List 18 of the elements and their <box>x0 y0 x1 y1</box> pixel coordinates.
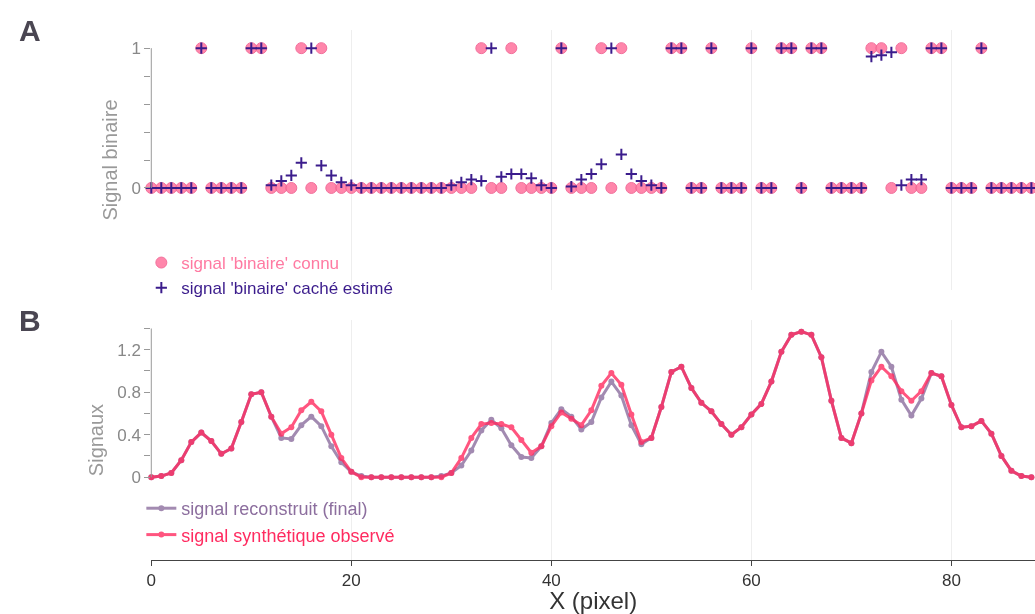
y-tick-label: 0.4 <box>117 425 141 445</box>
legend-label: signal 'binaire' caché estimé <box>181 279 393 299</box>
y-tick-label: 1 <box>131 39 141 59</box>
y-tick-label: 0.8 <box>117 383 141 403</box>
legend-label: signal reconstruit (final) <box>181 499 368 520</box>
y-tick-label: 0 <box>131 468 141 488</box>
x-tick-label: 0 <box>146 571 157 591</box>
y-axis-title: Signal binaire <box>98 99 121 221</box>
y-tick-label: 0 <box>131 178 141 198</box>
legend-label: signal 'binaire' connu <box>181 254 340 274</box>
chart-title: B <box>19 304 41 337</box>
x-tick-label: 80 <box>941 571 961 591</box>
y-tick-label: 1.2 <box>117 340 141 360</box>
x-tick-label: 60 <box>741 571 761 591</box>
chart-title: A <box>19 14 41 47</box>
x-tick-label: 20 <box>341 571 361 591</box>
y-axis-title: Signaux <box>84 403 107 477</box>
legend-label: signal synthétique observé <box>181 525 395 546</box>
